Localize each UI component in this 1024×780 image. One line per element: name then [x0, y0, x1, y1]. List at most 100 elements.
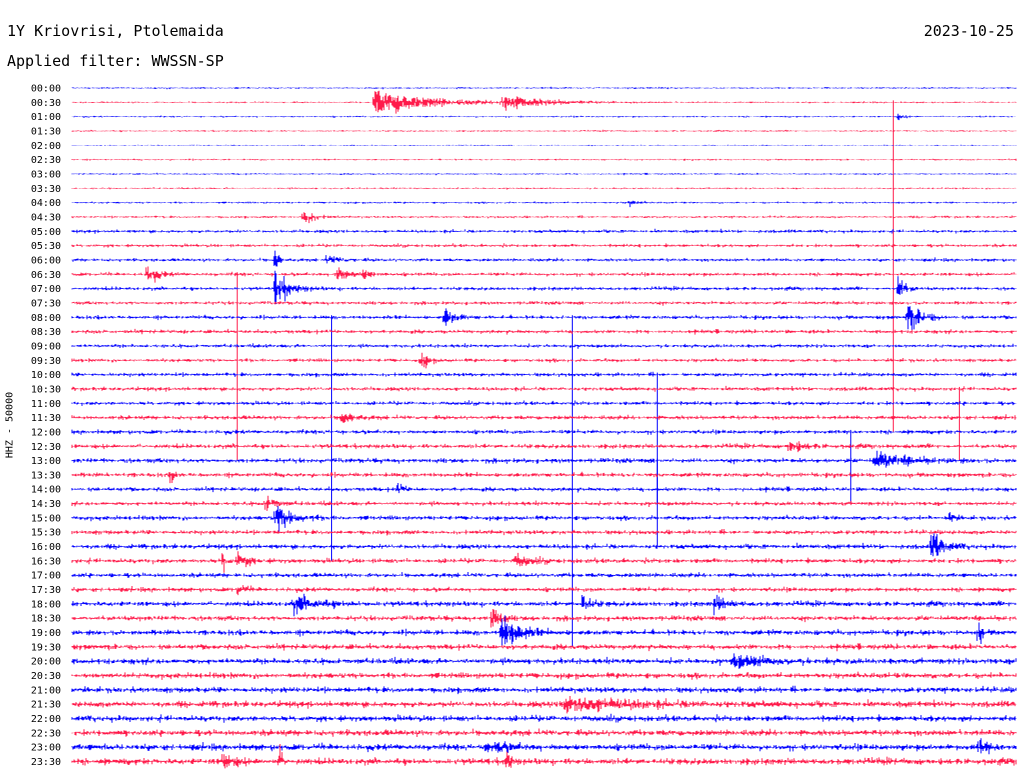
row-time-label: 13:30 [31, 470, 61, 481]
trace-line [71, 615, 1017, 647]
row-time-label: 01:30 [31, 126, 61, 137]
row-time-label: 19:00 [31, 628, 61, 639]
row-time-label: 02:30 [31, 155, 61, 166]
row-time-label: 07:00 [31, 284, 61, 295]
row-time-label: 04:30 [31, 212, 61, 223]
trace-line [71, 270, 1017, 305]
row-time-label: 21:30 [31, 700, 61, 711]
row-time-label: 12:30 [31, 442, 61, 453]
trace-line [71, 172, 1017, 176]
trace-line [71, 300, 1017, 306]
row-time-label: 03:00 [31, 169, 61, 180]
row-time-label: 16:00 [31, 542, 61, 553]
trace-line [71, 371, 1017, 378]
row-time-label: 14:30 [31, 499, 61, 510]
row-time-label: 13:00 [31, 456, 61, 467]
trace-line [71, 428, 1017, 436]
trace-line [71, 352, 1017, 369]
row-time-label: 18:00 [31, 599, 61, 610]
trace-line [71, 187, 1017, 190]
y-axis-label: HHZ - 50000 [4, 391, 16, 459]
row-time-label: 17:00 [31, 571, 61, 582]
row-time-label: 23:00 [31, 743, 61, 754]
trace-line [71, 609, 1017, 628]
row-time-label: 05:30 [31, 241, 61, 252]
trace-line [71, 90, 1017, 114]
trace-line [71, 450, 1017, 468]
trace-line [71, 306, 1017, 333]
row-time-label: 22:00 [31, 714, 61, 725]
row-time-label: 01:00 [31, 112, 61, 123]
trace-line [71, 86, 1017, 90]
trace-line [71, 483, 1017, 494]
trace-line [71, 685, 1017, 695]
row-time-label: 16:30 [31, 556, 61, 567]
trace-line [71, 144, 1017, 147]
row-time-label: 20:00 [31, 657, 61, 668]
trace-line [71, 400, 1017, 406]
trace-line [71, 441, 1017, 453]
row-time-label: 12:00 [31, 427, 61, 438]
station-title: 1Y Kriovrisi, Ptolemaida [7, 22, 224, 40]
trace-line [71, 328, 1017, 335]
trace-line [71, 228, 1017, 234]
trace-line [71, 243, 1017, 248]
trace-line [71, 250, 1017, 267]
row-time-label: 06:30 [31, 270, 61, 281]
trace-line [71, 533, 1017, 557]
trace-line [71, 495, 1017, 511]
trace-line [71, 671, 1017, 680]
row-time-label: 17:30 [31, 585, 61, 596]
row-time-label: 11:30 [31, 413, 61, 424]
trace-line [71, 738, 1017, 755]
row-time-label: 21:00 [31, 685, 61, 696]
row-time-label: 10:00 [31, 370, 61, 381]
trace-line [71, 113, 1016, 121]
trace-line [71, 728, 1017, 737]
trace-line [71, 713, 1017, 723]
trace-line [71, 653, 1017, 669]
row-time-label: 19:30 [31, 642, 61, 653]
row-time-label: 00:30 [31, 98, 61, 109]
row-time-label: 22:30 [31, 728, 61, 739]
row-time-label: 03:30 [31, 184, 61, 195]
row-time-label: 23:30 [31, 757, 61, 768]
trace-line [71, 385, 1017, 392]
trace-line [71, 200, 1017, 208]
trace-line [71, 529, 1017, 536]
trace-line [71, 585, 1017, 596]
row-time-label: 10:30 [31, 384, 61, 395]
date-label: 2023-10-25 [923, 22, 1014, 40]
row-time-label: 04:00 [31, 198, 61, 209]
trace-line [71, 266, 1017, 283]
row-time-label: 07:30 [31, 298, 61, 309]
row-time-label: 05:00 [31, 227, 61, 238]
row-time-label: 00:00 [31, 84, 61, 95]
row-time-label: 09:30 [31, 356, 61, 367]
trace-line [71, 343, 1017, 349]
trace-line [71, 593, 1017, 617]
y-axis-label-wrap: HHZ - 50000 [3, 380, 17, 470]
trace-line [71, 129, 1017, 133]
row-time-label: 14:00 [31, 485, 61, 496]
row-time-label: 15:30 [31, 528, 61, 539]
row-time-label: 08:30 [31, 327, 61, 338]
row-time-label: 06:00 [31, 255, 61, 266]
trace-line [71, 572, 1017, 579]
trace-line [71, 413, 1017, 423]
trace-line [71, 212, 1017, 224]
trace-line [71, 744, 1017, 769]
filter-label: Applied filter: WWSSN-SP [7, 52, 224, 70]
trace-line [71, 506, 1017, 532]
row-time-label: 18:30 [31, 614, 61, 625]
row-time-label: 08:00 [31, 313, 61, 324]
row-time-label: 20:30 [31, 671, 61, 682]
trace-line [71, 551, 1017, 573]
row-time-label: 09:00 [31, 341, 61, 352]
row-time-label: 02:00 [31, 141, 61, 152]
row-time-label: 15:00 [31, 513, 61, 524]
row-time-label: 11:00 [31, 399, 61, 410]
trace-line [71, 158, 1017, 161]
trace-line [71, 471, 1017, 484]
